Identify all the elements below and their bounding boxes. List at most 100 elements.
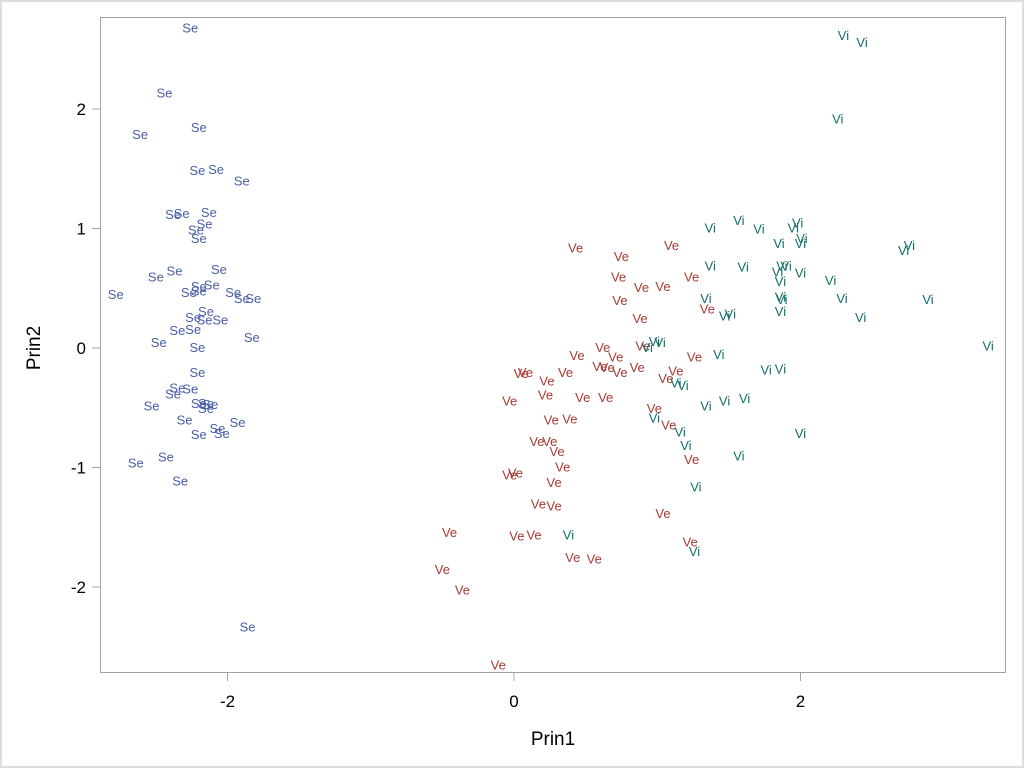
data-point-label: Vi (563, 527, 574, 542)
data-point-label: Ve (687, 349, 702, 364)
data-point-label: Se (158, 450, 174, 465)
data-point-label: Se (197, 312, 213, 327)
data-point-label: Ve (655, 279, 670, 294)
data-point-label: Ve (514, 366, 529, 381)
data-point-label: Ve (598, 390, 613, 405)
data-point-label: Ve (558, 365, 573, 380)
data-point-label: Ve (531, 496, 546, 511)
data-point-label: Vi (922, 292, 933, 307)
data-point-label: Vi (725, 306, 736, 321)
data-point-label: Se (165, 207, 181, 222)
data-point-label: Se (188, 223, 204, 238)
data-point-label: Vi (838, 28, 849, 43)
data-point-label: Ve (562, 412, 577, 427)
data-point-label: Vi (739, 391, 750, 406)
data-point-label: Ve (595, 340, 610, 355)
x-axis-title: Prin1 (531, 729, 575, 750)
data-point-label: Se (198, 304, 214, 319)
data-point-label: Ve (526, 527, 541, 542)
data-point-label: Vi (792, 216, 803, 231)
data-point-label: Vi (719, 394, 730, 409)
data-point-label: Vi (675, 425, 686, 440)
data-point-label: Vi (904, 238, 915, 253)
data-point-label: Ve (568, 241, 583, 256)
data-point-label: Vi (795, 426, 806, 441)
data-point-label: Ve (509, 529, 524, 544)
data-point-label: Vi (680, 438, 691, 453)
data-point-label: Vi (719, 309, 730, 324)
y-tick-label: -2 (71, 578, 86, 597)
data-point-label: Vi (733, 449, 744, 464)
data-point-label: Ve (592, 359, 607, 374)
data-point-label: Vi (760, 363, 771, 378)
data-point-label: Se (191, 279, 207, 294)
data-point-label: Vi (738, 260, 749, 275)
data-point-label: Ve (575, 390, 590, 405)
data-point-label: Ve (634, 280, 649, 295)
data-point-label: Ve (549, 444, 564, 459)
data-point-label: Vi (898, 243, 909, 258)
data-point-label: Vi (775, 304, 786, 319)
data-point-label: Vi (700, 398, 711, 413)
data-point-label: Se (172, 474, 188, 489)
data-point-label: Vi (705, 259, 716, 274)
data-point-label: Vi (689, 544, 700, 559)
data-point-label: Vi (776, 259, 787, 274)
data-point-label: Ve (587, 551, 602, 566)
data-point-label: Vi (772, 265, 783, 280)
data-point-label: Se (191, 231, 207, 246)
data-point-label: Se (240, 619, 256, 634)
data-point-label: Vi (796, 231, 807, 246)
data-point-label: Se (182, 21, 198, 36)
data-point-label: Se (230, 415, 246, 430)
data-point-label: Ve (544, 413, 559, 428)
data-point-label: Se (191, 427, 207, 442)
data-point-label: Se (198, 401, 214, 416)
data-point-label: Se (177, 413, 193, 428)
data-point-label: Se (191, 284, 207, 299)
data-point-label: Ve (700, 302, 715, 317)
data-point-label: Ve (491, 658, 506, 673)
data-point-label: Vi (855, 310, 866, 325)
data-point-label: Se (234, 174, 250, 189)
data-point-label: Vi (670, 376, 681, 391)
data-point-label: Vi (649, 410, 660, 425)
data-point-label: Se (169, 323, 185, 338)
data-point-label: Vi (832, 112, 843, 127)
data-point-label: Ve (647, 401, 662, 416)
data-point-label: Ve (542, 434, 557, 449)
y-tick-label: -1 (71, 459, 86, 478)
data-point-label: Se (165, 386, 181, 401)
data-point-label: Ve (565, 550, 580, 565)
data-point-label: Ve (508, 465, 523, 480)
data-point-label: Vi (775, 290, 786, 305)
data-point-label: Ve (632, 311, 647, 326)
data-point-label: Se (189, 365, 205, 380)
data-point-label: Ve (684, 269, 699, 284)
data-point-label: Ve (664, 238, 679, 253)
data-point-label: Se (244, 330, 260, 345)
data-point-label: Ve (655, 506, 670, 521)
data-point-label: Ve (684, 452, 699, 467)
data-point-label: Se (245, 291, 261, 306)
data-point-label: Se (191, 120, 207, 135)
data-point-label: Vi (773, 236, 784, 251)
data-point-label: Se (151, 335, 167, 350)
data-point-label: Ve (658, 371, 673, 386)
data-point-label: Vi (677, 378, 688, 393)
data-point-label: Vi (775, 274, 786, 289)
data-point-label: Se (189, 340, 205, 355)
y-tick-label: 2 (77, 100, 86, 119)
data-point-label: Se (169, 380, 185, 395)
data-point-label: Ve (612, 293, 627, 308)
data-point-label: Vi (753, 222, 764, 237)
y-tick-label: 1 (77, 220, 86, 239)
data-point-label: Ve (600, 360, 615, 375)
x-tick-label: 0 (509, 692, 518, 711)
data-point-label: Se (212, 312, 228, 327)
